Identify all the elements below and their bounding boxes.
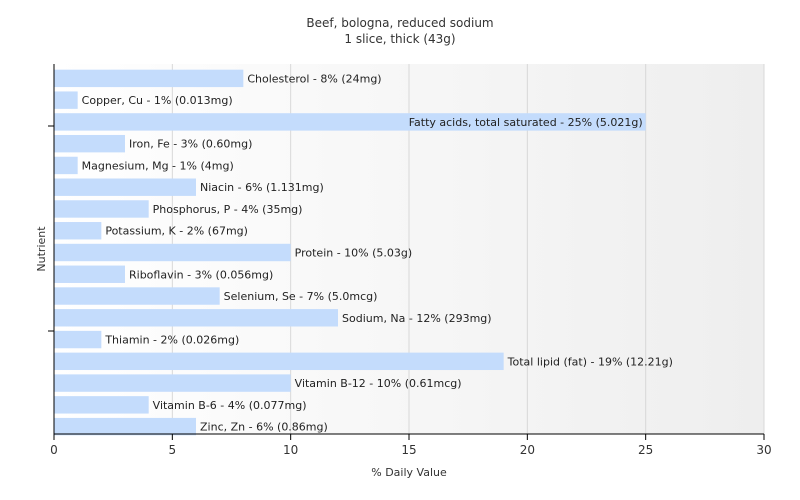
x-tick-label: 20 (520, 443, 535, 457)
bar (54, 309, 338, 327)
x-axis-label: % Daily Value (371, 466, 447, 479)
bars (54, 69, 646, 436)
bar-label: Fatty acids, total saturated - 25% (5.02… (409, 116, 643, 129)
bar-label: Sodium, Na - 12% (293mg) (342, 312, 492, 325)
bar (54, 417, 196, 436)
bar-label: Riboflavin - 3% (0.056mg) (129, 268, 273, 281)
bar (54, 265, 125, 283)
bar-label: Potassium, K - 2% (67mg) (105, 225, 248, 238)
x-tick-label: 10 (283, 443, 298, 457)
x-axis-ticks: 0 5 10 15 20 25 30 (50, 434, 772, 457)
bar (54, 69, 244, 88)
bar (54, 113, 646, 131)
bar (54, 156, 78, 175)
chart-subtitle: 1 slice, thick (43g) (344, 32, 455, 46)
bar (54, 200, 149, 218)
x-tick-label: 15 (401, 443, 416, 457)
bar-label: Niacin - 6% (1.131mg) (200, 181, 324, 194)
bar-label: Protein - 10% (5.03g) (295, 247, 413, 260)
bar-label: Phosphorus, P - 4% (35mg) (153, 203, 303, 216)
bar (54, 134, 125, 153)
x-tick-label: 30 (756, 443, 771, 457)
bar-label: Zinc, Zn - 6% (0.86mg) (200, 421, 328, 434)
bar (54, 243, 291, 262)
x-tick-label: 5 (169, 443, 177, 457)
bar-label: Total lipid (fat) - 19% (12.21g) (507, 355, 673, 368)
bar-label: Selenium, Se - 7% (5.0mcg) (224, 290, 378, 303)
bar (54, 287, 220, 305)
bar (54, 91, 78, 109)
bar (54, 222, 102, 240)
bar-label: Cholesterol - 8% (24mg) (247, 72, 381, 85)
bar-label: Thiamin - 2% (0.026mg) (104, 334, 239, 347)
bar (54, 396, 149, 414)
x-tick-label: 25 (638, 443, 653, 457)
bar-label: Magnesium, Mg - 1% (4mg) (82, 159, 234, 172)
bar (54, 374, 291, 392)
bar (54, 330, 102, 349)
bar-label: Vitamin B-6 - 4% (0.077mg) (153, 399, 307, 412)
bar-label: Copper, Cu - 1% (0.013mg) (82, 94, 233, 107)
chart-title: Beef, bologna, reduced sodium (306, 16, 493, 30)
y-axis-label: Nutrient (35, 226, 48, 272)
bar (54, 178, 196, 196)
bar-label: Vitamin B-12 - 10% (0.61mcg) (295, 377, 462, 390)
bar-labels: Cholesterol - 8% (24mg) Copper, Cu - 1% (… (82, 72, 673, 433)
bar-label: Iron, Fe - 3% (0.60mg) (129, 138, 252, 151)
bar (54, 352, 504, 371)
x-tick-label: 0 (50, 443, 58, 457)
